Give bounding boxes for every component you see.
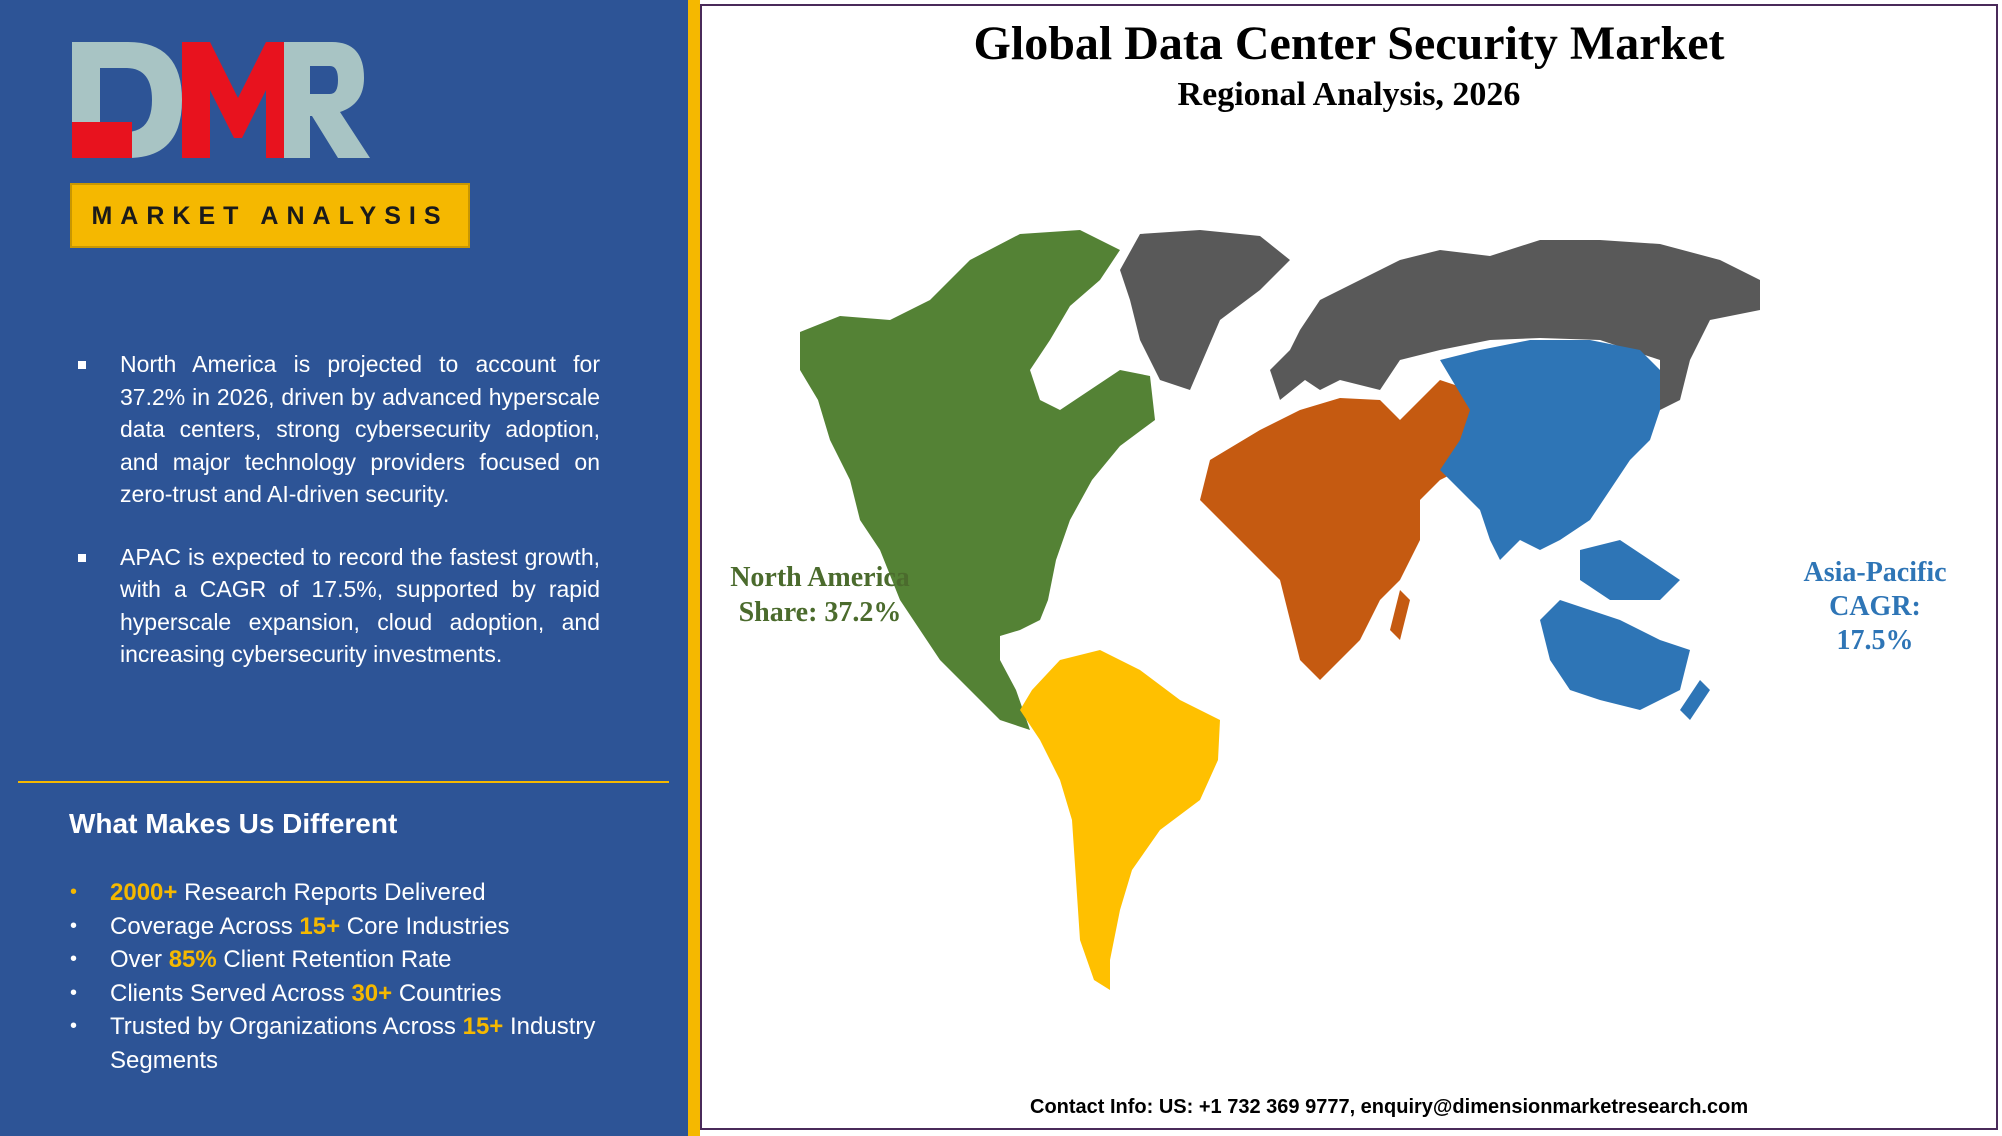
region-south-america xyxy=(1020,650,1220,990)
bullet-dot: • xyxy=(70,881,78,903)
bullet-dot: • xyxy=(70,914,78,937)
asia-pacific-label: Asia-Pacific CAGR: 17.5% xyxy=(1803,557,1947,656)
different-item: • Coverage Across 15+ Core Industries xyxy=(70,910,670,944)
region-asia-pacific xyxy=(1440,340,1710,720)
different-item: • Trusted by Organizations Across 15+ In… xyxy=(70,1010,670,1077)
north-america-label: North America Share: 37.2% xyxy=(730,562,910,628)
bullet-dot: • xyxy=(70,1015,78,1037)
bullet-square xyxy=(78,361,86,369)
insight-item: APAC is expected to record the fastest g… xyxy=(78,541,600,671)
insight-item: North America is projected to account fo… xyxy=(78,348,600,511)
bullet-square xyxy=(78,553,86,562)
different-list: • 2000+ Research Reports Delivered • Cov… xyxy=(70,876,670,1077)
different-item-text: Trusted by Organizations Across 15+ Indu… xyxy=(110,1013,596,1074)
insights-list: North America is projected to account fo… xyxy=(78,348,600,701)
map-title: Global Data Center Security Market xyxy=(973,17,1725,70)
gold-divider-bar xyxy=(688,0,700,1136)
different-item-text: Clients Served Across 30+ Countries xyxy=(110,979,502,1007)
bullet-dot: • xyxy=(70,948,78,970)
different-item: • Over 85% Client Retention Rate xyxy=(70,943,670,977)
region-europe-russia xyxy=(1270,240,1760,410)
section-divider xyxy=(18,781,669,783)
dmr-logo xyxy=(72,42,370,158)
different-item: • 2000+ Research Reports Delivered xyxy=(70,876,670,910)
region-greenland xyxy=(1120,230,1290,390)
insight-text: North America is projected to account fo… xyxy=(120,351,600,507)
contact-info: Contact Info: US: +1 732 369 9777, enqui… xyxy=(1030,1096,1749,1118)
different-item: • Clients Served Across 30+ Countries xyxy=(70,977,670,1011)
bullet-dot: • xyxy=(70,981,78,1004)
different-item-text: Coverage Across 15+ Core Industries xyxy=(110,912,510,940)
region-middle-east-africa xyxy=(1200,380,1470,680)
insight-text: APAC is expected to record the fastest g… xyxy=(120,543,600,668)
market-analysis-badge: MARKET ANALYSIS xyxy=(70,183,470,248)
region-north-america xyxy=(800,230,1155,730)
map-subtitle: Regional Analysis, 2026 xyxy=(1177,76,1521,113)
world-map xyxy=(800,230,1760,990)
different-item-text: Over 85% Client Retention Rate xyxy=(110,946,452,973)
different-item-text: 2000+ Research Reports Delivered xyxy=(110,879,486,906)
different-title: What Makes Us Different xyxy=(69,808,398,839)
